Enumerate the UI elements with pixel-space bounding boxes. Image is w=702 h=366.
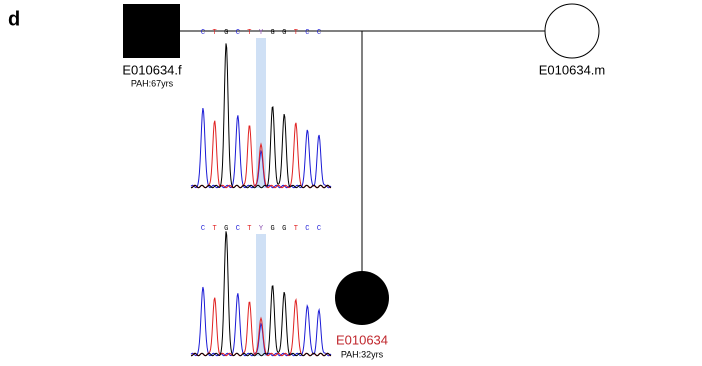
- base-letter: G: [282, 225, 286, 233]
- variant-highlight: [256, 234, 266, 356]
- base-letter: G: [270, 225, 274, 233]
- base-letter: T: [212, 225, 216, 233]
- base-letter: T: [247, 225, 251, 233]
- base-letter: T: [294, 29, 298, 37]
- base-letter: C: [305, 225, 309, 233]
- base-letter: C: [305, 29, 309, 37]
- base-letter: C: [236, 29, 240, 37]
- base-letter: T: [212, 29, 216, 37]
- base-letter: C: [317, 29, 321, 37]
- base-letter: T: [294, 225, 298, 233]
- mother-id: E010634.m: [539, 62, 606, 77]
- proband-id: E010634: [336, 332, 388, 347]
- proband-symbol: [335, 271, 389, 325]
- pedigree-figure: d E010634.f PAH:67yrs E010634.m E010634 …: [0, 0, 702, 366]
- base-letter: G: [282, 29, 286, 37]
- father-symbol: [123, 4, 180, 58]
- base-letter: G: [270, 29, 274, 37]
- base-letter: C: [317, 225, 321, 233]
- father-note: PAH:67yrs: [131, 78, 174, 88]
- base-letter: G: [224, 29, 228, 37]
- mother-symbol: [545, 4, 599, 58]
- base-letter: C: [201, 225, 205, 233]
- base-letter: T: [247, 29, 251, 37]
- proband-note: PAH:32yrs: [341, 349, 384, 359]
- base-letter: C: [236, 225, 240, 233]
- variant-highlight: [256, 38, 266, 188]
- base-letter: Y: [259, 225, 264, 233]
- base-letter: C: [201, 29, 205, 37]
- panel-label: d: [8, 8, 20, 30]
- father-id: E010634.f: [122, 62, 182, 77]
- base-letter: Y: [259, 29, 264, 37]
